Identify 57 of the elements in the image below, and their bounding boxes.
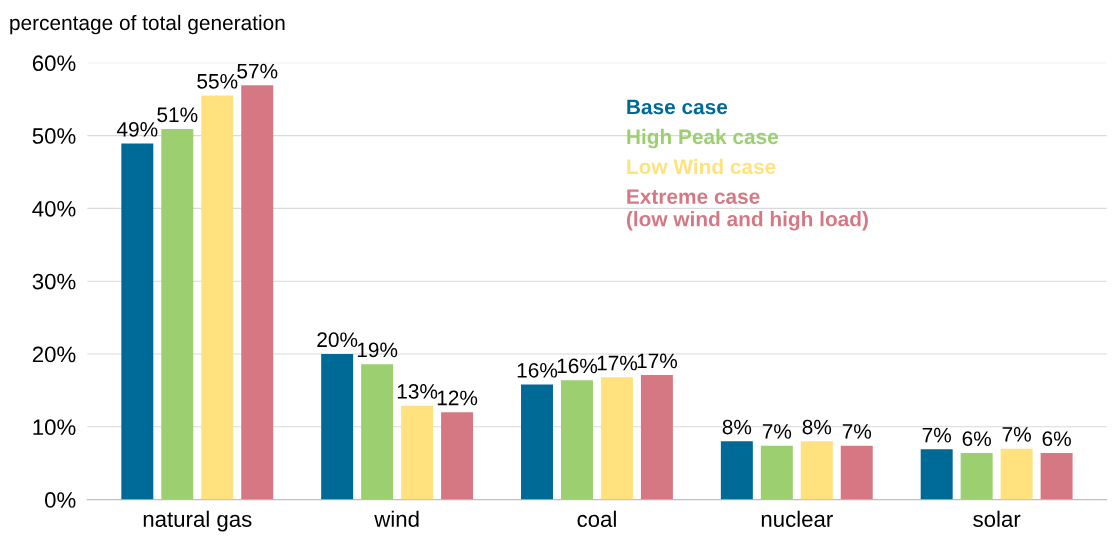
- x-tick-label: wind: [374, 510, 419, 528]
- y-tick-label: 20%: [32, 346, 76, 363]
- data-label: 16%: [517, 362, 558, 378]
- bar: [1040, 453, 1073, 500]
- y-tick-label: 10%: [33, 419, 76, 436]
- bar: [560, 380, 593, 500]
- data-label: 17%: [637, 353, 678, 369]
- bar: [441, 412, 474, 500]
- x-tick-label: nuclear: [761, 510, 833, 528]
- data-label: 17%: [597, 355, 638, 371]
- bar: [960, 453, 993, 500]
- bar: [720, 441, 753, 500]
- bar: [321, 353, 354, 500]
- data-label: 7%: [842, 424, 872, 439]
- y-tick-label: 0%: [45, 492, 76, 508]
- text: High Peak case: [627, 128, 779, 149]
- data-label: 57%: [237, 63, 278, 79]
- data-label: 8%: [722, 419, 752, 435]
- y-tick-label: 30%: [32, 273, 76, 290]
- y-axis-title: percentage of total generation: [10, 14, 285, 35]
- data-label: 19%: [357, 342, 398, 358]
- data-label: 6%: [962, 431, 991, 447]
- bar: [840, 445, 873, 500]
- bar: [920, 449, 953, 500]
- data-label: 55%: [197, 73, 238, 89]
- data-label: 16%: [557, 358, 598, 374]
- bar: [121, 143, 154, 500]
- data-label: 20%: [317, 332, 358, 348]
- text: Low Wind case: [627, 158, 776, 175]
- bar: [241, 85, 274, 500]
- x-tick-label: coal: [577, 510, 616, 528]
- bar: [800, 441, 833, 500]
- bar: [1000, 448, 1033, 500]
- bar: [401, 405, 434, 500]
- y-tick-label: 40%: [32, 200, 76, 217]
- data-label: 7%: [762, 424, 792, 439]
- x-tick-label: solar: [973, 510, 1021, 528]
- data-label: 51%: [157, 107, 198, 123]
- text: Extreme case (low wind and high load): [626, 189, 868, 231]
- bar: [600, 377, 633, 500]
- bar: [521, 384, 553, 500]
- data-label: 7%: [922, 427, 952, 443]
- data-label: 6%: [1042, 431, 1071, 447]
- x-tick-label: natural gas: [143, 510, 252, 532]
- data-label: 8%: [802, 419, 832, 435]
- bar: [640, 375, 673, 500]
- y-tick-label: 50%: [32, 128, 76, 144]
- bar: [760, 445, 793, 500]
- data-label: 13%: [397, 384, 438, 399]
- text: Base case: [627, 99, 728, 115]
- data-label: 49%: [116, 121, 158, 137]
- data-label: 7%: [1002, 427, 1031, 442]
- data-label: 12%: [437, 390, 478, 406]
- y-tick-label: 60%: [32, 55, 76, 72]
- bar: [361, 364, 394, 500]
- bar: [161, 129, 194, 500]
- bar: [201, 95, 234, 500]
